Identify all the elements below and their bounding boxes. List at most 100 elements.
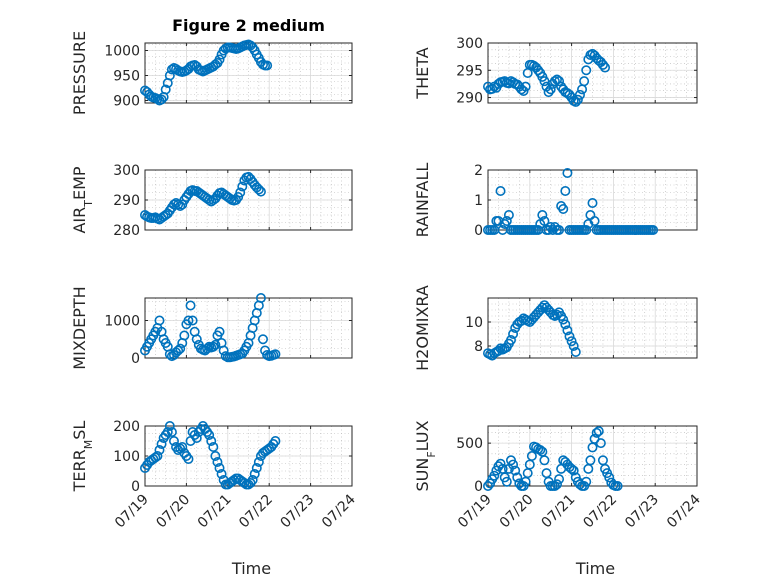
data-point — [558, 204, 569, 215]
data-point — [212, 456, 223, 467]
y-tick-label: 0 — [474, 223, 483, 239]
y-axis-label: THETA — [413, 47, 432, 99]
data-point — [520, 81, 531, 92]
data-point — [560, 186, 571, 197]
data-point — [166, 426, 177, 437]
y-tick-label: 0 — [131, 351, 140, 367]
data-point — [214, 54, 225, 65]
data-point — [162, 426, 173, 437]
y-tick-label: 280 — [113, 223, 140, 239]
data-point — [591, 427, 602, 438]
subplot-h2omixra: 8 10 H2OMIXRA — [413, 285, 698, 371]
data-point — [214, 462, 225, 473]
data-point — [204, 195, 215, 206]
data-point — [593, 426, 604, 437]
data-point — [526, 450, 537, 461]
axes-frame — [487, 425, 698, 487]
data-point — [487, 83, 498, 94]
y-label-part: EMP — [70, 166, 89, 200]
y-tick-label: 300 — [113, 163, 140, 179]
y-tick-label: 2 — [474, 163, 483, 179]
data-point — [554, 76, 565, 87]
data-point — [648, 225, 659, 236]
data-point — [247, 474, 258, 485]
y-tick-label: 1 — [474, 193, 483, 209]
y-tick-label: 1000 — [104, 44, 140, 60]
y-tick-label: 1000 — [104, 314, 140, 330]
x-tick-label: 07/21 — [539, 492, 579, 532]
data-point — [568, 465, 579, 476]
data-point — [237, 181, 248, 192]
y-label-part: AIR — [70, 207, 89, 234]
data-point — [262, 60, 273, 71]
data-point — [253, 456, 264, 467]
data-point — [495, 458, 506, 469]
data-point — [508, 328, 519, 339]
data-point — [175, 343, 186, 354]
x-tick-label: 07/19 — [455, 492, 495, 532]
data-point — [503, 210, 514, 221]
y-tick-label: 290 — [113, 193, 140, 209]
data-point — [214, 326, 225, 337]
chart-title: Figure 2 medium — [172, 16, 325, 35]
data-point — [539, 455, 550, 466]
data-point — [572, 94, 583, 105]
data-point — [570, 96, 581, 107]
y-tick-label: 500 — [456, 436, 483, 452]
x-tick-label: 07/23 — [622, 492, 662, 532]
subplot-mixdepth: 0 1000 MIXDEPTH — [70, 286, 353, 370]
data-point — [562, 325, 573, 336]
data-point — [154, 315, 165, 326]
data-point — [177, 441, 188, 452]
data-point — [581, 476, 592, 487]
data-point — [183, 453, 194, 464]
x-tick-label: 07/20 — [153, 492, 193, 532]
x-axis-label: Time — [575, 559, 615, 578]
data-point — [270, 435, 281, 446]
data-point — [558, 314, 569, 325]
data-point — [493, 345, 504, 356]
data-point — [168, 435, 179, 446]
y-tick-label: 900 — [113, 94, 140, 110]
data-point — [549, 76, 560, 87]
y-label-part: SUN — [413, 458, 432, 492]
data-point — [505, 334, 516, 345]
data-point — [560, 319, 571, 330]
x-tick-label: 07/19 — [112, 492, 152, 532]
data-point — [579, 76, 590, 87]
data-point — [574, 89, 585, 100]
axes-frame — [487, 42, 698, 104]
data-point — [597, 59, 608, 70]
data-point — [595, 438, 606, 449]
data-point — [173, 345, 184, 356]
y-axis-label: PRESSURE — [70, 31, 89, 115]
data-point — [187, 315, 198, 326]
data-point — [570, 346, 581, 357]
data-point — [539, 216, 550, 227]
y-tick-label: 8 — [474, 339, 483, 355]
axes-frame — [487, 297, 698, 359]
data-point — [537, 210, 548, 221]
y-tick-label: 0 — [131, 479, 140, 495]
data-point — [185, 300, 196, 311]
data-point — [508, 459, 519, 470]
data-point — [251, 462, 262, 473]
data-point — [202, 343, 213, 354]
data-point — [585, 455, 596, 466]
y-axis-label: H2OMIXRA — [413, 285, 432, 371]
data-point — [255, 292, 266, 303]
data-point — [551, 309, 562, 320]
data-point — [191, 334, 202, 345]
subplot-terr_msl: 07/19 07/20 07/21 07/22 07/23 07/24 0 100 200 TER… — [70, 419, 359, 578]
data-point — [206, 435, 217, 446]
y-label-part: SL — [70, 421, 89, 440]
data-point — [581, 225, 592, 236]
subplot-rainfall: 0 1 2 RAINFALL — [413, 163, 698, 239]
subplot-air_temp: 280 290 300 AIRTEMP — [70, 163, 353, 239]
data-point — [208, 341, 219, 352]
y-label-subscript: F — [425, 451, 438, 457]
data-point — [191, 432, 202, 443]
data-point — [204, 429, 215, 440]
y-tick-label: 290 — [456, 91, 483, 107]
data-point — [512, 472, 523, 483]
